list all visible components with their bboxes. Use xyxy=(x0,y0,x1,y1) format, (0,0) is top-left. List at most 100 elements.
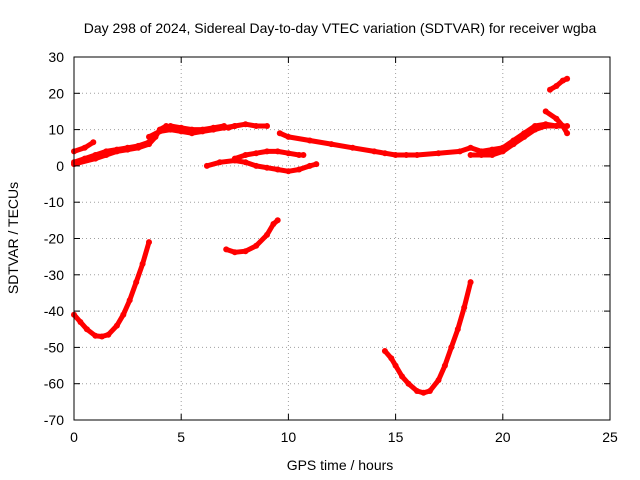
y-tick-label: -60 xyxy=(44,376,64,392)
x-tick-label: 15 xyxy=(388,429,404,445)
data-point xyxy=(264,148,270,155)
data-point xyxy=(231,249,238,256)
grid xyxy=(74,57,610,420)
x-tick-label: 20 xyxy=(495,429,511,445)
data-point xyxy=(199,126,206,133)
data-point xyxy=(403,152,410,158)
data-point xyxy=(264,123,270,129)
series-arc-f xyxy=(225,121,270,131)
data-point xyxy=(90,139,97,146)
data-point xyxy=(564,75,571,82)
data-point xyxy=(113,148,120,155)
data-point xyxy=(285,150,292,157)
y-tick-label: -20 xyxy=(44,231,64,247)
y-tick-label: 20 xyxy=(48,85,64,101)
data-point xyxy=(306,137,313,144)
data-point xyxy=(542,123,549,129)
y-axis: -70 -60 -50 -40 -30 -20 -10 0 10 20 30 xyxy=(44,49,610,428)
data-point xyxy=(113,322,120,329)
data-point xyxy=(461,304,468,311)
data-point xyxy=(146,133,152,140)
data-point xyxy=(559,123,566,129)
data-point xyxy=(92,155,99,162)
data-point xyxy=(83,326,90,333)
x-tick-label: 5 xyxy=(177,429,185,445)
data-point xyxy=(448,344,455,351)
data-point xyxy=(426,388,433,394)
y-tick-label: -40 xyxy=(44,303,64,319)
data-point xyxy=(454,326,461,333)
y-tick-label: 10 xyxy=(48,122,64,138)
data-point xyxy=(499,148,506,155)
data-point xyxy=(414,388,420,394)
data-point xyxy=(381,150,388,157)
data-point xyxy=(467,152,474,158)
data-point xyxy=(296,166,303,173)
data-point xyxy=(264,231,270,238)
data-point xyxy=(105,331,112,338)
data-point xyxy=(253,123,260,129)
data-point xyxy=(242,248,249,255)
data-point xyxy=(547,86,553,93)
series-line xyxy=(277,121,570,158)
data-point xyxy=(216,159,223,166)
data-point xyxy=(392,362,399,369)
data-point xyxy=(489,146,496,153)
x-axis-title: GPS time / hours xyxy=(287,457,394,473)
data-point xyxy=(103,152,110,158)
data-point xyxy=(156,128,163,135)
series-line xyxy=(223,217,281,255)
x-tick-label: 0 xyxy=(70,429,78,445)
series-arc-l xyxy=(467,123,560,158)
series-arc-g xyxy=(203,157,320,175)
data-point xyxy=(405,380,412,387)
data-point xyxy=(489,152,496,158)
y-tick-label: 0 xyxy=(56,158,64,174)
data-point xyxy=(521,133,528,140)
series-arc-j xyxy=(223,217,281,256)
data-point xyxy=(435,150,442,157)
series-arc-k xyxy=(276,121,571,158)
y-tick-label: -70 xyxy=(44,412,64,428)
data-point xyxy=(146,239,152,246)
data-point xyxy=(296,152,303,158)
data-point xyxy=(242,121,249,128)
data-point xyxy=(163,123,170,129)
data-point xyxy=(274,166,281,173)
data-point xyxy=(242,152,249,158)
series-line xyxy=(71,239,152,339)
data-point xyxy=(510,141,517,148)
data-point xyxy=(253,162,260,169)
chart-title: Day 298 of 2024, Sidereal Day-to-day VTE… xyxy=(84,20,597,36)
series-arc-m xyxy=(542,108,571,137)
data-point xyxy=(178,124,185,131)
data-point xyxy=(285,168,292,175)
data-point xyxy=(371,148,378,155)
data-point xyxy=(553,115,560,122)
data-point xyxy=(553,123,560,129)
data-point xyxy=(98,333,105,340)
data-point xyxy=(77,319,84,325)
data-point xyxy=(328,141,335,148)
data-point xyxy=(392,152,399,158)
data-point xyxy=(210,124,217,131)
series-layer xyxy=(71,75,571,396)
data-point xyxy=(441,362,448,369)
data-point xyxy=(381,348,388,354)
data-point xyxy=(253,242,260,249)
data-point xyxy=(306,162,313,169)
data-point xyxy=(467,144,474,151)
data-point xyxy=(553,83,560,89)
data-point xyxy=(564,130,571,137)
series-arc-n xyxy=(547,75,571,93)
data-point xyxy=(188,126,195,133)
y-tick-label: 30 xyxy=(48,49,64,65)
series-line xyxy=(543,108,570,136)
x-tick-label: 25 xyxy=(602,429,618,445)
data-point xyxy=(420,389,427,396)
data-point xyxy=(532,126,538,133)
data-point xyxy=(467,279,474,286)
data-point xyxy=(133,279,140,286)
data-point xyxy=(242,159,249,166)
